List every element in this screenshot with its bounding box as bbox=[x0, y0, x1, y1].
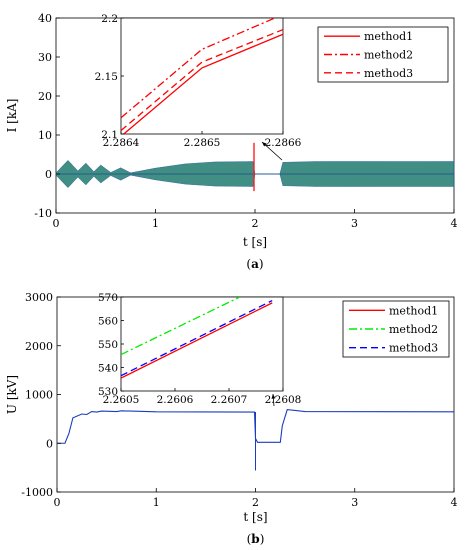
legend: method1 method2 method3 bbox=[317, 26, 449, 83]
legend-label-method3: method3 bbox=[364, 67, 413, 80]
legend-label-method3: method3 bbox=[389, 342, 438, 355]
x-tick-label: 4 bbox=[451, 217, 458, 230]
y-tick-label: 0 bbox=[46, 437, 53, 450]
inset-box bbox=[120, 296, 284, 392]
panel-label: (b) bbox=[247, 532, 265, 546]
zoom-arrow-head bbox=[271, 394, 276, 399]
inset-y-tick-label: 570 bbox=[98, 292, 118, 304]
inset-y-tick-label: 560 bbox=[98, 316, 118, 328]
y-tick-label: 40 bbox=[38, 12, 52, 25]
y-tick-label: 0 bbox=[45, 168, 52, 181]
y-tick-label: 20 bbox=[38, 90, 52, 103]
x-tick-label: 1 bbox=[153, 496, 160, 509]
inset-y-tick-label: 2.2 bbox=[101, 13, 118, 25]
y-tick-label: 2000 bbox=[25, 340, 53, 353]
x-axis-label: t [s] bbox=[243, 510, 267, 524]
inset-line-method1 bbox=[121, 302, 273, 379]
x-tick-label: 2 bbox=[252, 217, 259, 230]
inset-x-tick-label: 2.2866 bbox=[265, 137, 302, 149]
legend: method1 method2 method3 bbox=[342, 300, 450, 358]
zoom-arrow-head bbox=[262, 142, 267, 147]
inset-y-tick-label: 540 bbox=[98, 363, 118, 375]
inset-line-method3 bbox=[121, 28, 283, 132]
x-tick-label: 3 bbox=[351, 217, 358, 230]
y-axis-label: I [kA] bbox=[5, 99, 19, 133]
inset-x-tick-label: 2.2864 bbox=[103, 137, 140, 149]
signal-trace bbox=[57, 409, 455, 471]
legend-label-method2: method2 bbox=[389, 323, 438, 336]
inset-y-tick-label: 2.15 bbox=[95, 71, 118, 83]
inset-x-tick-label: 2.2865 bbox=[184, 137, 221, 149]
legend-label-method2: method2 bbox=[364, 49, 413, 62]
inset-x-tick-label: 2.2608 bbox=[265, 394, 302, 406]
y-tick-label: 10 bbox=[38, 129, 52, 142]
inset-x-tick-label: 2.2607 bbox=[211, 394, 248, 406]
x-tick-label: 4 bbox=[451, 496, 458, 509]
legend-label-method1: method1 bbox=[389, 304, 438, 317]
legend-label-method1: method1 bbox=[364, 30, 413, 43]
zoom-inset: 2.2864 2.2865 2.2866 2.1 2.15 2.2 bbox=[95, 13, 302, 149]
inset-y-tick-label: 2.1 bbox=[101, 129, 118, 141]
inset-line-method1 bbox=[122, 33, 283, 134]
voltage-line bbox=[57, 409, 455, 444]
inset-line-method2 bbox=[121, 297, 241, 356]
inset-x-tick-label: 2.2605 bbox=[103, 394, 140, 406]
inset-line-method2 bbox=[121, 18, 277, 119]
y-axis-label: U [kV] bbox=[5, 375, 19, 414]
panel-label: (a) bbox=[246, 257, 263, 271]
inset-y-tick-label: 550 bbox=[98, 339, 118, 351]
y-tick-label: -1000 bbox=[21, 486, 53, 499]
inset-box bbox=[120, 17, 284, 135]
x-axis-label: t [s] bbox=[243, 235, 267, 249]
x-tick-label: 2 bbox=[252, 496, 259, 509]
y-tick-label: 1000 bbox=[25, 389, 53, 402]
y-tick-label: 3000 bbox=[25, 291, 53, 304]
y-tick-label: 30 bbox=[38, 51, 52, 64]
x-tick-label: 3 bbox=[351, 496, 358, 509]
inset-x-tick-label: 2.2606 bbox=[157, 394, 194, 406]
inset-line-method3 bbox=[121, 299, 273, 377]
x-tick-label: 0 bbox=[53, 217, 60, 230]
zoom-inset: 2.2605 2.2606 2.2607 2.2608 530 540 550 560 570 bbox=[98, 292, 301, 406]
signal-trace bbox=[55, 142, 455, 192]
x-tick-label: 1 bbox=[152, 217, 159, 230]
x-tick-label: 0 bbox=[54, 496, 61, 509]
inset-y-tick-label: 530 bbox=[98, 386, 118, 398]
y-tick-label: -10 bbox=[34, 207, 52, 220]
